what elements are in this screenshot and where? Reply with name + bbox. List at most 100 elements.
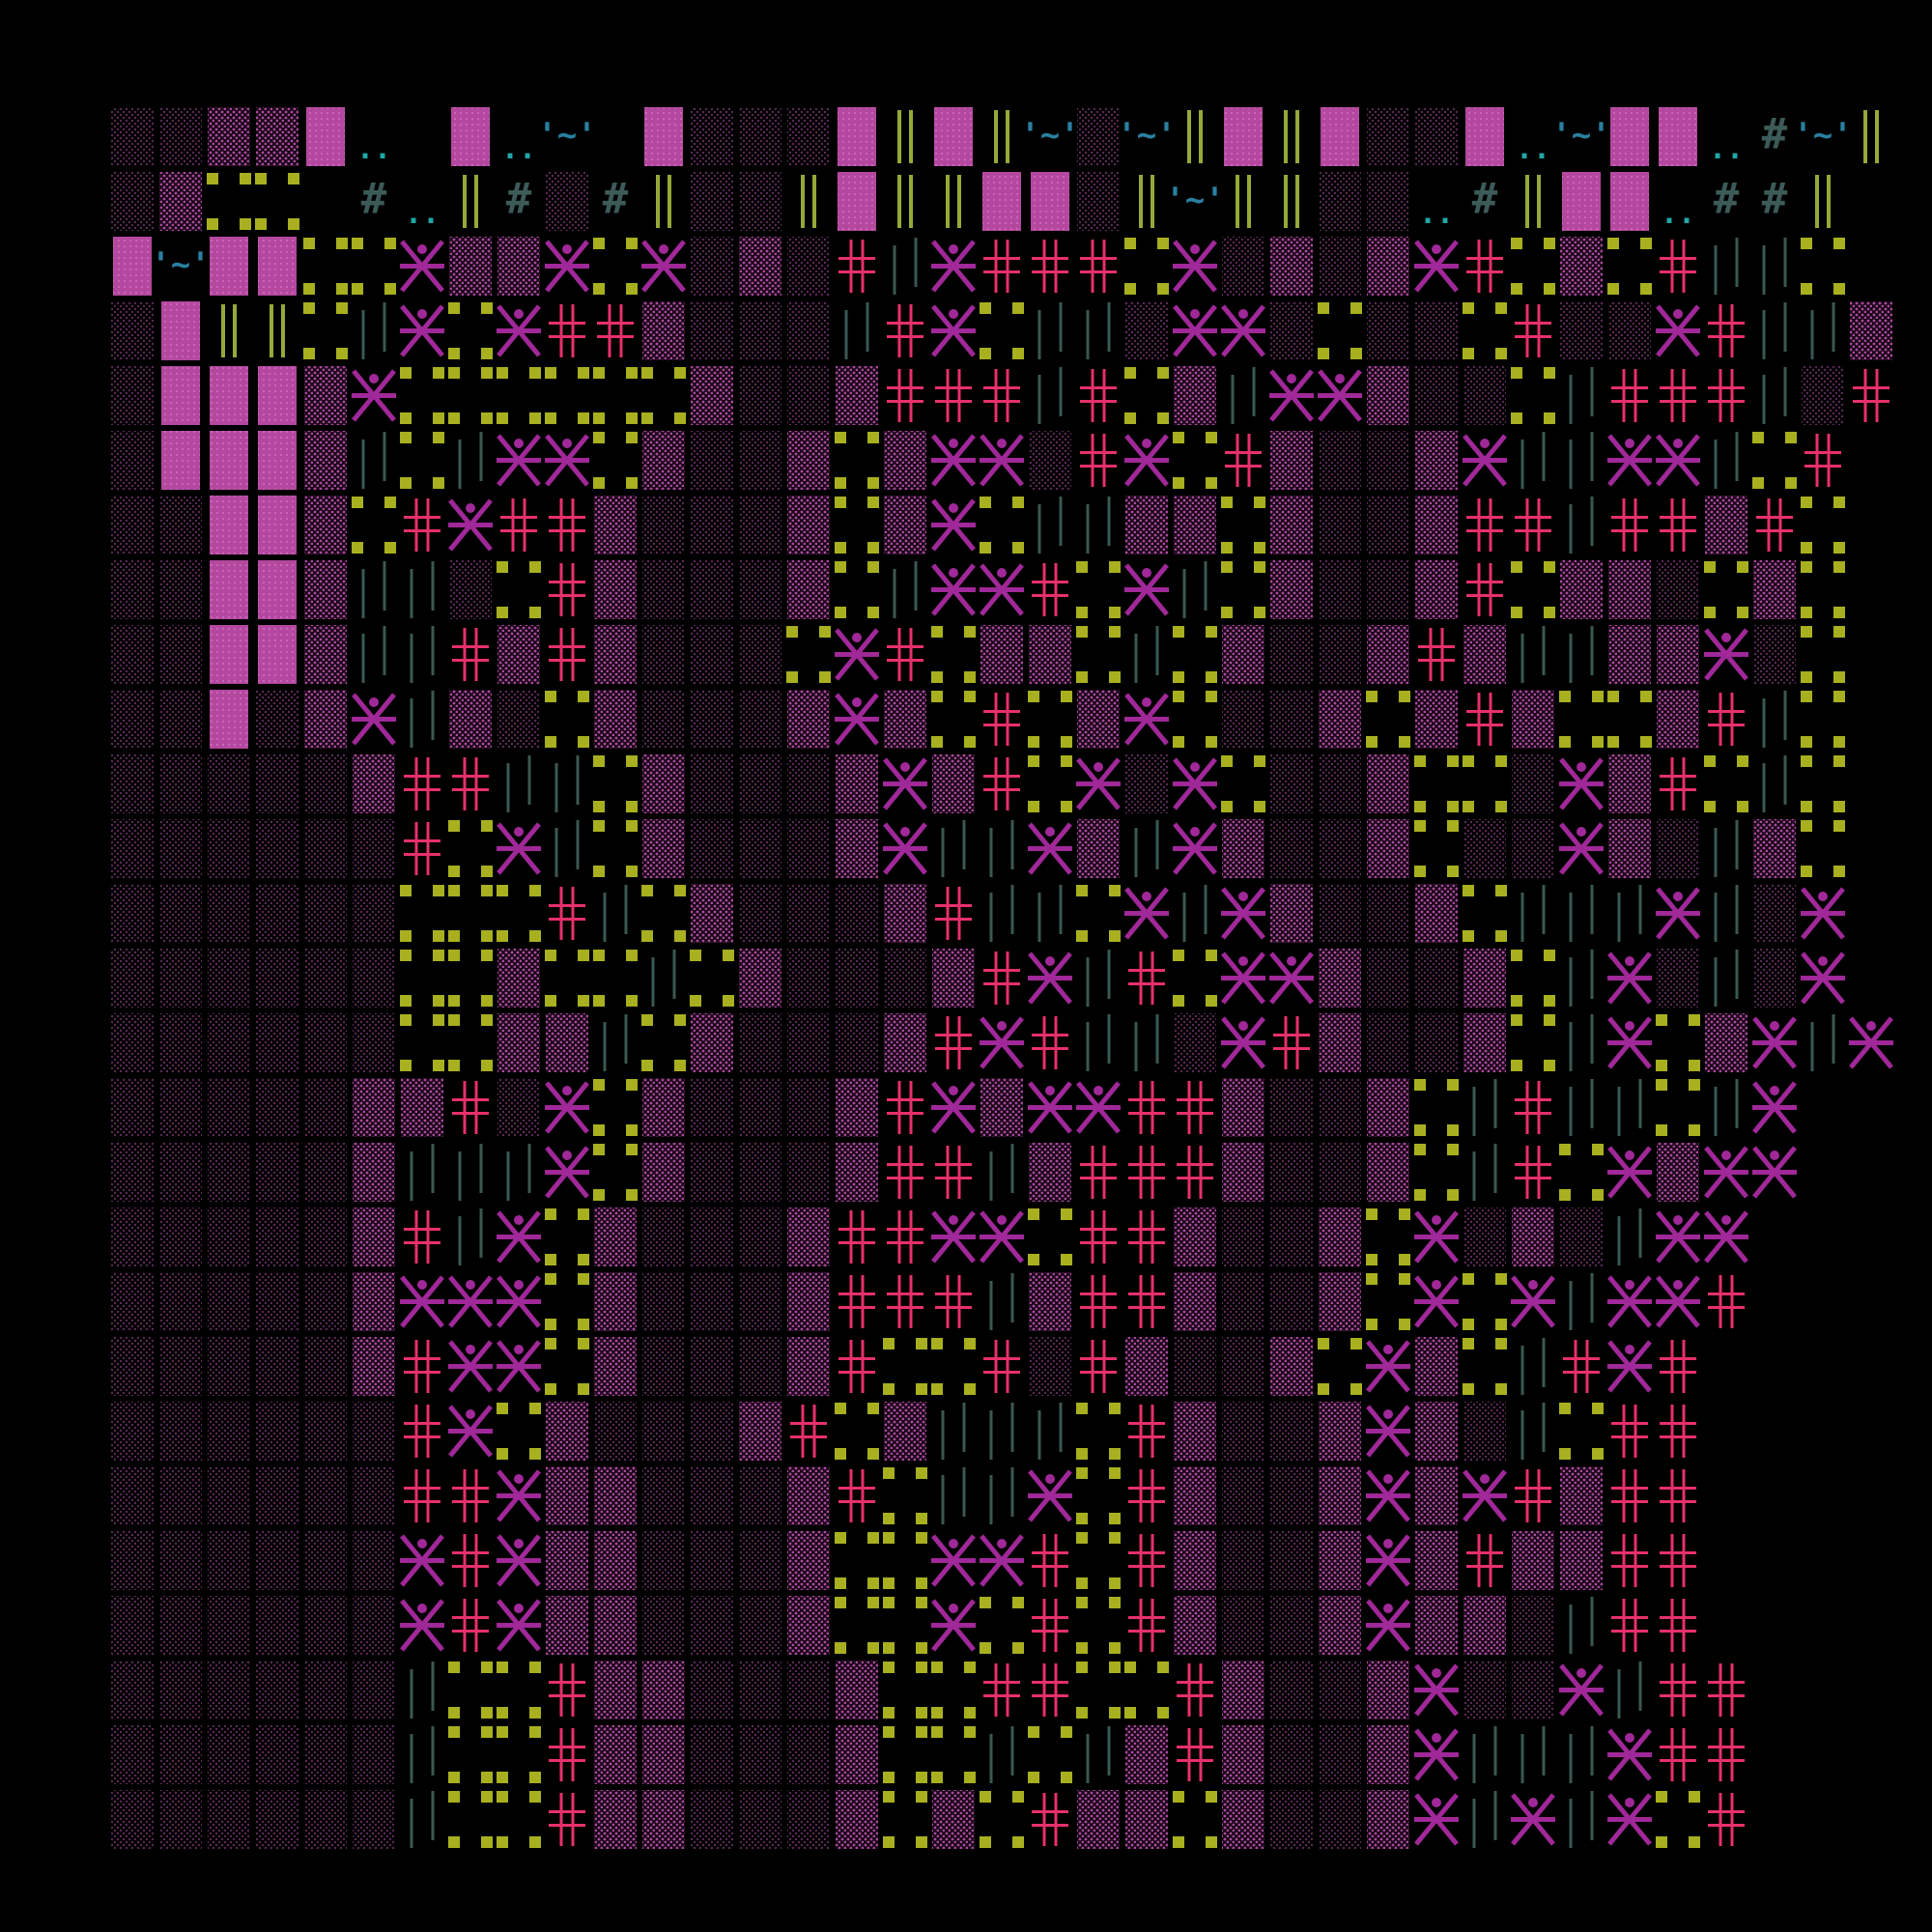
tile [1753,625,1796,684]
block [258,366,297,425]
moss-square [674,930,686,942]
moss-square [497,561,508,573]
tile [1849,1016,1893,1069]
x-dot [997,439,1007,448]
bright-floor [1222,625,1264,684]
tile [1465,107,1504,166]
moss-square [1414,801,1426,812]
tile [739,1208,781,1266]
moss-square [626,866,638,877]
moss-square [593,283,605,295]
moss-square [352,283,363,295]
tile [1515,1081,1551,1134]
dim-floor [787,1013,830,1072]
dim-floor [256,1013,298,1072]
moss-square [1833,820,1845,832]
tile [1270,884,1313,943]
dim-floor [787,1790,830,1849]
tile [1134,626,1159,683]
glyph-dots: .. [356,132,391,166]
tile [836,754,878,813]
moss-square [883,1642,895,1654]
bright-floor [1657,625,1699,684]
tile [787,431,830,490]
tile [931,1726,976,1783]
tile [1222,1337,1264,1396]
tile [111,431,154,490]
tile [256,1208,298,1266]
dim-floor [1270,1208,1313,1266]
tile [1801,238,1845,295]
dim-floor [111,1272,154,1331]
tile [1182,561,1208,618]
dim-floor [1270,1531,1313,1590]
tile [1125,754,1168,813]
tile [883,822,927,875]
tile [304,690,347,749]
tile [787,496,830,554]
tile [208,949,250,1008]
bright-floor [739,1402,781,1461]
tile [458,432,483,489]
moss-square [931,736,943,748]
moss-square [1544,1014,1555,1026]
tile [1657,690,1699,749]
moss-square [497,1403,508,1414]
tile [111,884,154,943]
tile [452,1599,489,1652]
bright-floor [1415,1596,1458,1655]
tile [946,175,961,228]
tile [1270,690,1313,749]
moss-square [1511,283,1522,295]
moss-square [1447,866,1459,877]
tile [787,1596,830,1655]
moss-square [1109,1707,1121,1719]
moss-square [1076,1662,1088,1673]
tile [1463,625,1506,684]
tile [458,1208,483,1265]
tile [210,366,248,425]
tile [1562,172,1601,231]
tile [1559,1663,1604,1717]
tile [1569,497,1594,554]
tile [1174,1013,1216,1072]
tile [691,1143,733,1202]
moss-square [1012,1836,1024,1848]
tile [159,1661,202,1719]
tile [1270,496,1313,554]
dim-floor [691,1143,733,1202]
moss-square [1592,1448,1604,1460]
tile [838,1469,875,1522]
moss-square [1511,561,1522,573]
tile [983,952,1020,1005]
dim-floor [1512,819,1554,878]
tile [1802,366,1844,425]
tile [1810,302,1835,359]
tile [1656,434,1700,487]
tile [935,1275,972,1328]
tile [1174,1531,1216,1590]
tile [1318,1338,1362,1395]
tile [787,1143,830,1202]
dim-floor [739,625,781,684]
x-dot [1673,892,1683,901]
bright-floor [836,1790,878,1849]
tile [1319,819,1361,878]
moss-square [448,1707,460,1719]
moss-square [1254,755,1265,767]
tile: # [603,175,629,224]
moss-square [641,885,653,896]
block [258,625,297,684]
tile [208,1143,250,1202]
tile [836,1790,878,1849]
tile [1607,691,1652,748]
tile [787,1013,830,1072]
bright-floor [1125,1790,1168,1849]
tile [1367,1790,1409,1849]
tile: # [361,175,387,224]
tile [1366,691,1410,748]
dim-floor [1367,1013,1409,1072]
moss-square [1221,497,1233,508]
tile [931,691,976,748]
moss-square [1656,1791,1667,1803]
